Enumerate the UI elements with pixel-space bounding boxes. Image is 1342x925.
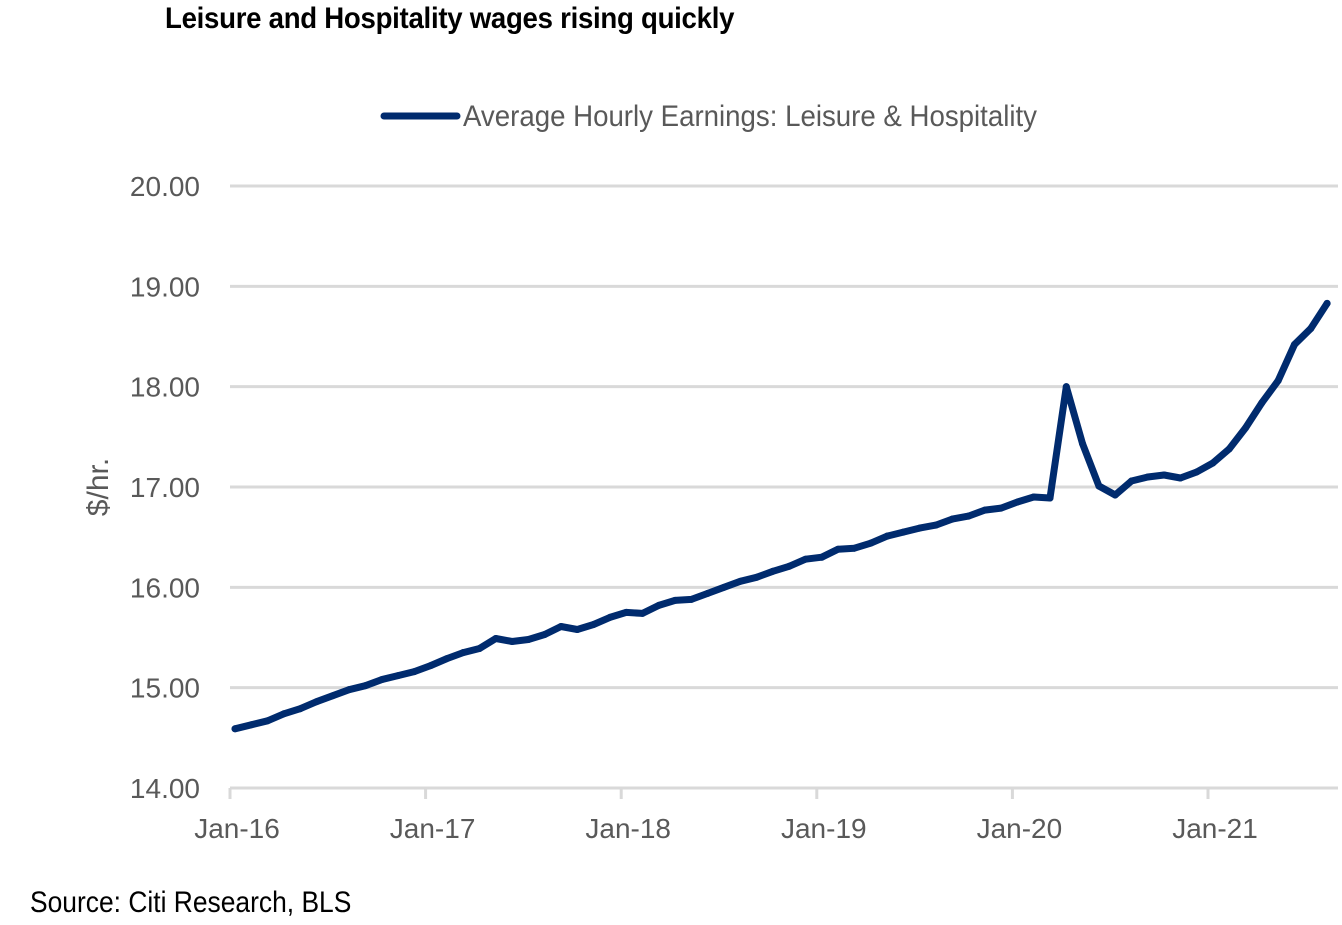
data-point [671,596,679,604]
x-tick-label: Jan-21 [1172,813,1258,844]
legend-label: Average Hourly Earnings: Leisure & Hospi… [463,100,1037,133]
data-point [313,698,320,706]
data-point [1225,445,1233,453]
data-point [1160,471,1168,479]
data-point [932,521,940,529]
data-point [834,545,842,553]
data-point [1258,399,1266,407]
data-point [1323,299,1331,307]
data-point [1013,498,1021,506]
x-tick-label: Jan-19 [781,813,867,844]
data-point [1079,440,1087,448]
data-point [818,553,826,561]
series-points [231,299,1331,733]
data-point [1095,482,1103,490]
data-point [378,676,386,684]
y-tick-labels: 14.00 15.00 16.00 17.00 18.00 19.00 20.00 [130,171,200,804]
data-point [899,528,907,536]
data-point [410,668,418,676]
x-tick-label: Jan-18 [585,813,671,844]
data-point [329,692,337,700]
data-point [508,638,516,646]
data-point [1307,324,1315,332]
data-point [1111,491,1119,499]
data-point [361,682,369,690]
data-point [345,686,353,694]
data-point [1144,473,1152,481]
x-tick-label: Jan-20 [977,813,1063,844]
data-point [720,583,728,591]
data-point [280,710,288,718]
data-point [394,672,402,680]
data-point [541,630,549,638]
gridlines [230,184,1338,690]
x-tick-labels: Jan-16 Jan-17 Jan-18 Jan-19 Jan-20 Jan-21 [194,813,1258,844]
data-point [1209,459,1217,467]
data-point [443,655,451,663]
data-point [524,636,532,644]
y-tick-label: 19.00 [130,271,200,302]
series-line [231,299,1331,733]
data-point [557,622,565,630]
data-point [427,662,435,670]
x-axis [228,786,1338,799]
data-point [883,532,891,540]
data-point [850,544,858,552]
data-point [916,524,924,532]
data-point [1242,424,1250,432]
data-point [296,705,304,713]
data-point [704,589,712,597]
data-point [736,577,744,585]
data-point [655,601,663,609]
data-point [981,506,989,514]
y-tick-label: 16.00 [130,572,200,603]
data-point [965,512,972,520]
data-point [573,625,581,633]
source-note: Source: Citi Research, BLS [30,886,352,919]
legend: Average Hourly Earnings: Leisure & Hospi… [380,100,1037,133]
data-point [231,725,239,733]
y-tick-label: 14.00 [130,773,200,804]
data-point [687,595,695,603]
data-point [476,645,483,653]
data-point [264,717,272,725]
x-tick-label: Jan-16 [194,813,280,844]
data-point [1291,341,1298,349]
data-point [1046,494,1054,502]
data-point [769,567,777,575]
data-point [639,609,646,617]
chart-title: Leisure and Hospitality wages rising qui… [165,2,735,35]
series-layer [231,299,1331,733]
y-axis-label: $/hr. [82,458,115,516]
data-point [948,515,956,523]
y-tick-label: 15.00 [130,673,200,704]
data-point [753,573,761,581]
data-point [459,649,467,657]
data-point [606,613,614,621]
y-tick-label: 20.00 [130,171,200,202]
data-point [1030,493,1038,501]
data-point [247,721,255,729]
data-point [622,608,630,616]
data-point [1128,477,1135,485]
data-point [1193,468,1201,476]
data-point [785,562,793,570]
data-point [802,555,809,563]
y-tick-label: 18.00 [130,372,200,403]
data-point [1176,474,1184,482]
x-tick-label: Jan-17 [390,813,476,844]
data-point [492,635,500,643]
data-point [1062,383,1070,391]
data-point [590,620,598,628]
data-point [997,504,1005,512]
data-point [1274,377,1282,385]
data-point [867,539,875,547]
y-tick-label: 17.00 [130,472,200,503]
